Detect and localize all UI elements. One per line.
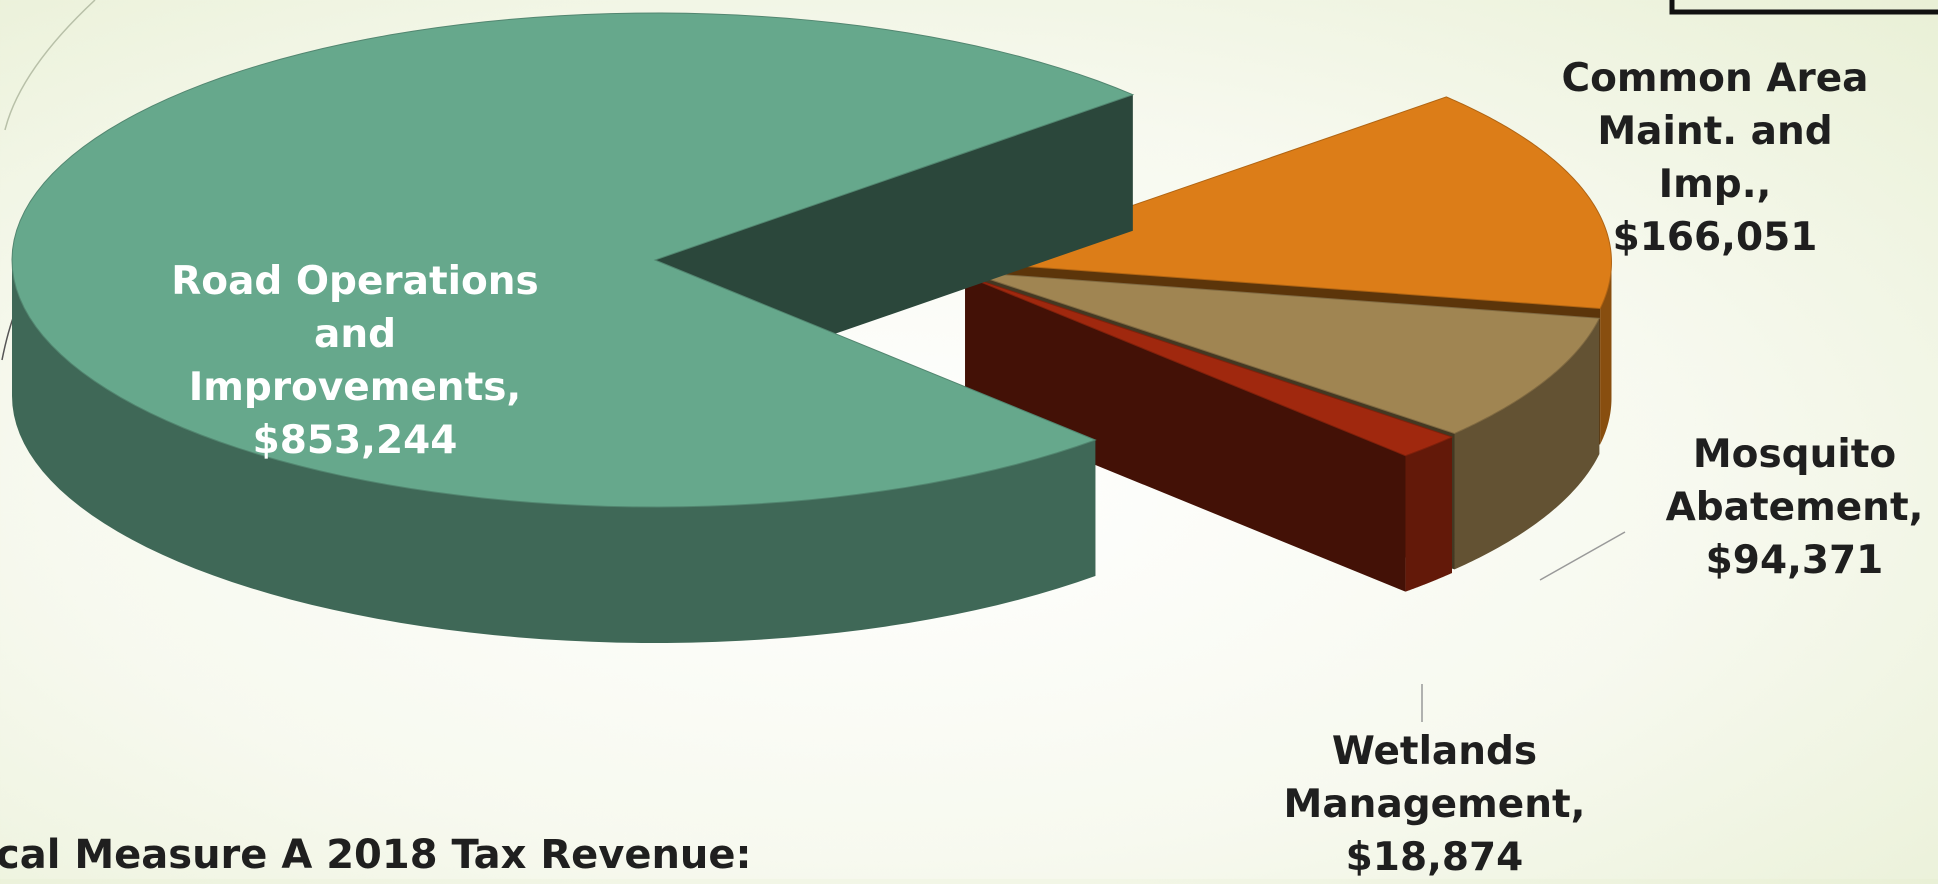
pie bbox=[11, 12, 1612, 643]
slice-label: Mosquito Abatement, $94,371 bbox=[1662, 428, 1927, 587]
slice-side bbox=[1405, 437, 1453, 592]
decor-curve bbox=[4, 0, 96, 131]
slice bbox=[968, 96, 1612, 309]
slice-label: Road Operations and Improvements, $853,24… bbox=[150, 255, 560, 467]
slice-side bbox=[12, 260, 1096, 643]
value-label: $166,051 bbox=[1612, 215, 1818, 260]
category-label: Road Operations and Improvements, bbox=[171, 259, 539, 410]
slice bbox=[11, 12, 1135, 508]
slice-side bbox=[1454, 318, 1600, 570]
category-label: Mosquito Abatement, bbox=[1665, 432, 1924, 530]
value-label: $853,244 bbox=[252, 418, 458, 463]
slice-side bbox=[1600, 262, 1612, 445]
value-label: $18,874 bbox=[1345, 835, 1524, 880]
leader-line bbox=[1539, 531, 1626, 581]
value-label: $94,371 bbox=[1705, 538, 1884, 583]
slice bbox=[964, 275, 1454, 457]
slice-label: Common Area Maint. and Imp., $166,051 bbox=[1540, 52, 1890, 264]
category-label: Wetlands Management, bbox=[1283, 729, 1586, 827]
frame-box bbox=[1669, 0, 1938, 15]
slice bbox=[967, 271, 1601, 434]
chart-title: cal Measure A 2018 Tax Revenue: bbox=[0, 832, 752, 878]
slice-label: Wetlands Management, $18,874 bbox=[1282, 725, 1587, 884]
slice-wall bbox=[965, 275, 1406, 592]
category-label: Common Area Maint. and Imp., bbox=[1561, 56, 1869, 207]
